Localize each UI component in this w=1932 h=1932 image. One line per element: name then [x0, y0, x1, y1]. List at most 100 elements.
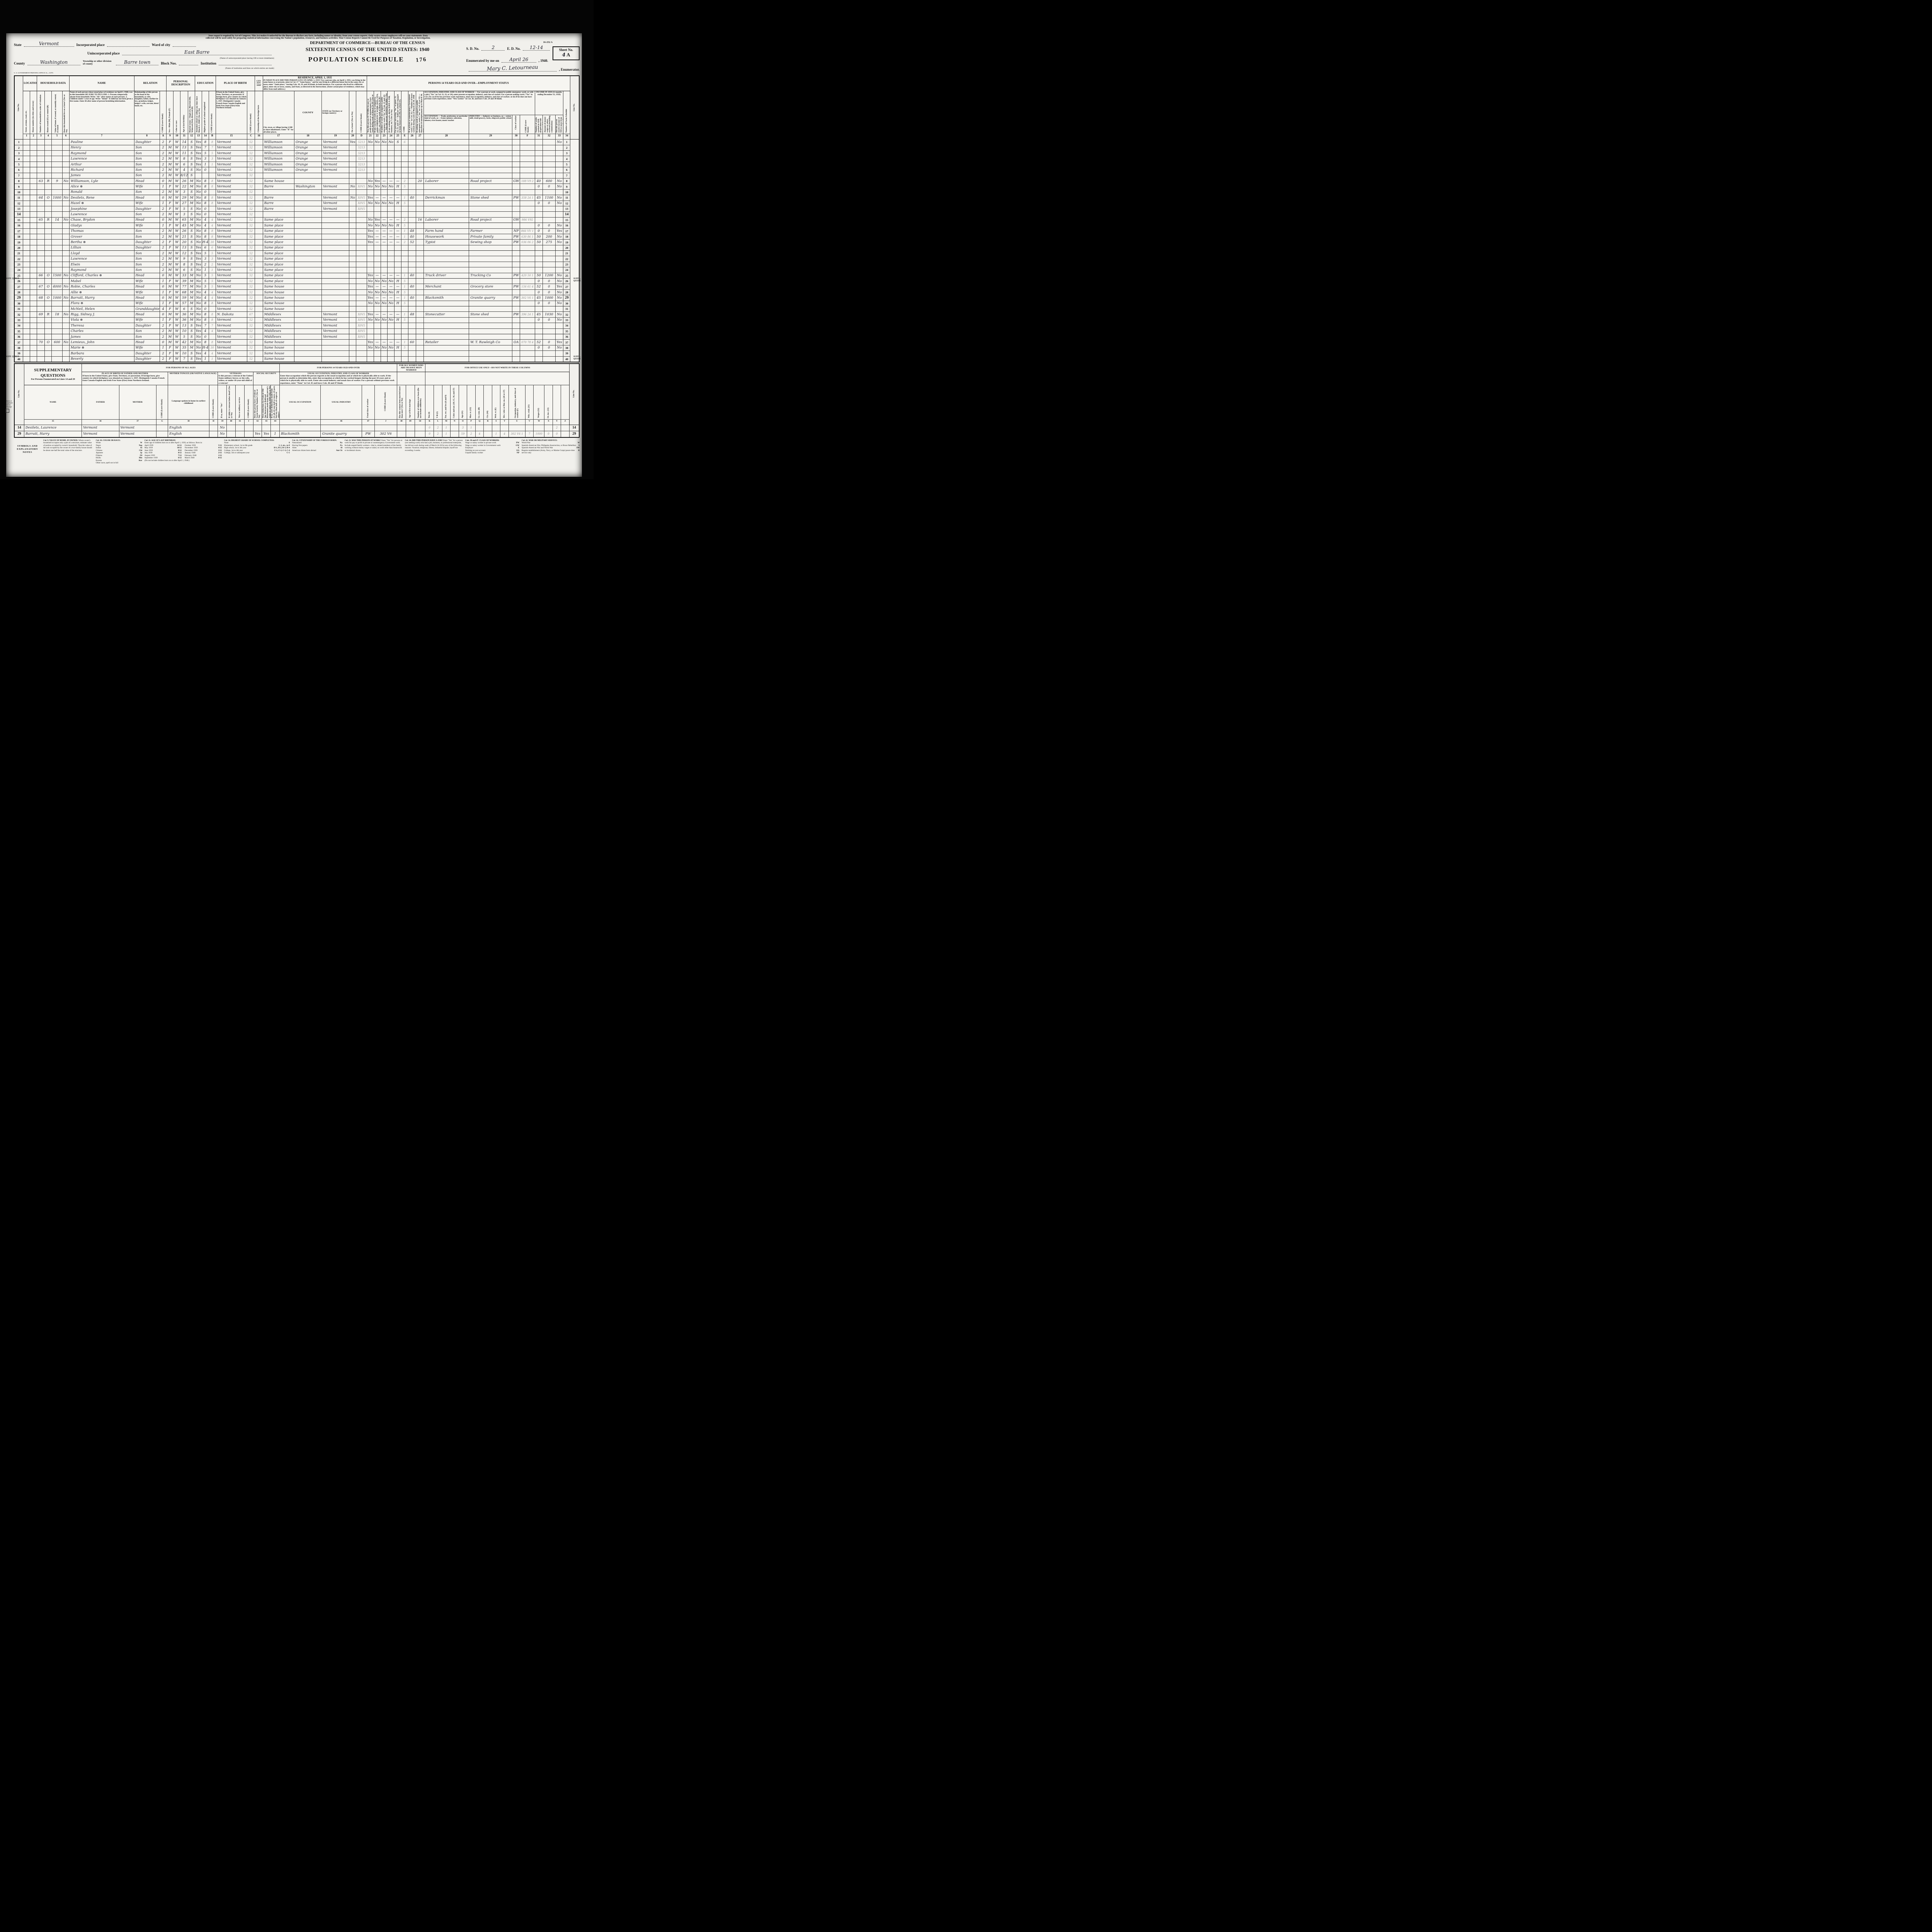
cell [23, 139, 31, 145]
cell: 10 [14, 189, 24, 196]
note-item: Hindu Hin [96, 457, 142, 459]
cell [294, 223, 322, 229]
cell [423, 172, 469, 179]
cell: Yes [366, 228, 374, 234]
cell [208, 306, 216, 312]
cell [30, 200, 37, 206]
note-item: Employer E [465, 447, 519, 449]
cell: S [188, 267, 196, 273]
cell [366, 306, 374, 312]
cell: Middlesex [262, 317, 294, 323]
cell [408, 267, 417, 273]
cell: 8 [202, 178, 209, 184]
cell [401, 245, 408, 251]
cell [534, 189, 543, 196]
cell [534, 356, 543, 362]
cell [520, 356, 535, 362]
cell: Lemieux, John [69, 339, 134, 345]
cell [520, 289, 535, 296]
cell [387, 306, 395, 312]
cell [380, 211, 388, 218]
cell [520, 184, 535, 190]
cell: 4 [208, 289, 216, 296]
cell [253, 424, 262, 431]
cell: — [387, 178, 395, 184]
cell: 2 [159, 250, 167, 257]
cell: Vermont [215, 200, 247, 206]
cell: Yes [195, 328, 202, 334]
cell [520, 223, 535, 229]
cell: Vermont [119, 424, 156, 431]
cell: 0 [425, 424, 434, 431]
cell: M [188, 284, 196, 290]
table-row: 11 64 O 1000 No Desilets, Rene Head 0 M W 29 M No 8 8 V… [14, 195, 579, 201]
cell [415, 145, 424, 151]
cell: F [166, 300, 174, 307]
col-number-37: 37 [119, 419, 156, 425]
cell: 14 [14, 211, 24, 218]
cell: X0V5 [356, 200, 367, 206]
cell [469, 211, 513, 218]
cell: Road project [469, 178, 513, 184]
col-number-Q: Q [475, 419, 484, 425]
col-2-house-number: House number (in cities and towns) [30, 91, 37, 134]
cell: 50 [534, 272, 543, 279]
cell [544, 424, 553, 431]
cell [51, 245, 63, 251]
cell: 1 [159, 289, 167, 296]
cell [51, 317, 63, 323]
cell: 2 [159, 261, 167, 268]
cell: Head [134, 178, 160, 184]
cell [44, 317, 52, 323]
cell [321, 189, 350, 196]
cell [520, 245, 535, 251]
cell: Allie ⊗ [69, 289, 134, 296]
cell: W [173, 256, 181, 262]
cell [356, 272, 367, 279]
cell [30, 289, 37, 296]
cell [373, 350, 381, 357]
cell: — [387, 233, 395, 240]
cell [44, 184, 52, 190]
cell: — [387, 228, 395, 234]
cell [23, 272, 31, 279]
table-row: 10 Ronald Son 2 M W 3 S No 0 Vermont 52 10 [14, 189, 579, 196]
cell [512, 150, 520, 156]
cell [534, 245, 543, 251]
cell: 52 [247, 350, 255, 357]
cell: 9 [563, 184, 571, 190]
cell: 2 [159, 233, 167, 240]
cell: 5213 [356, 167, 367, 173]
cell: 5 [208, 284, 216, 290]
supp-col-44-deduction-share: If so, were deductions made from (1) all… [270, 384, 280, 420]
cell [320, 424, 362, 431]
cell [36, 172, 45, 179]
cell: James [69, 172, 134, 179]
cell: 28 [14, 289, 24, 296]
cell: 1000 [51, 195, 63, 201]
cell: 52 [247, 178, 255, 184]
cell: Housework [423, 233, 469, 240]
cell [380, 267, 388, 273]
cell [520, 172, 535, 179]
cell: Middlesex [262, 311, 294, 318]
header-left-fields: State Vermont Incorporated place Ward of … [14, 41, 274, 74]
cell: 16 [563, 223, 571, 229]
cell: — [373, 239, 381, 245]
census-body: 1 Pauline Daughter 2 F W 14 S Yes 8 8 Vermont 52 Will… [14, 139, 579, 362]
cell: 070 78 4 [520, 339, 535, 345]
residence-instructions: IN WHAT PLACE DID THIS PERSON LIVE ON AP… [263, 79, 366, 90]
cell: — [380, 311, 388, 318]
cell [36, 306, 45, 312]
cell [415, 250, 424, 257]
cell: Vermont [321, 139, 350, 145]
cell [51, 239, 63, 245]
cell [366, 161, 374, 168]
cell [349, 172, 357, 179]
cell [349, 284, 357, 290]
cell: 2 [159, 267, 167, 273]
cell: Hazel ⊗ [69, 200, 134, 206]
cell [279, 424, 321, 431]
cell: M [166, 295, 174, 301]
col-number-45: 45 [279, 419, 321, 425]
